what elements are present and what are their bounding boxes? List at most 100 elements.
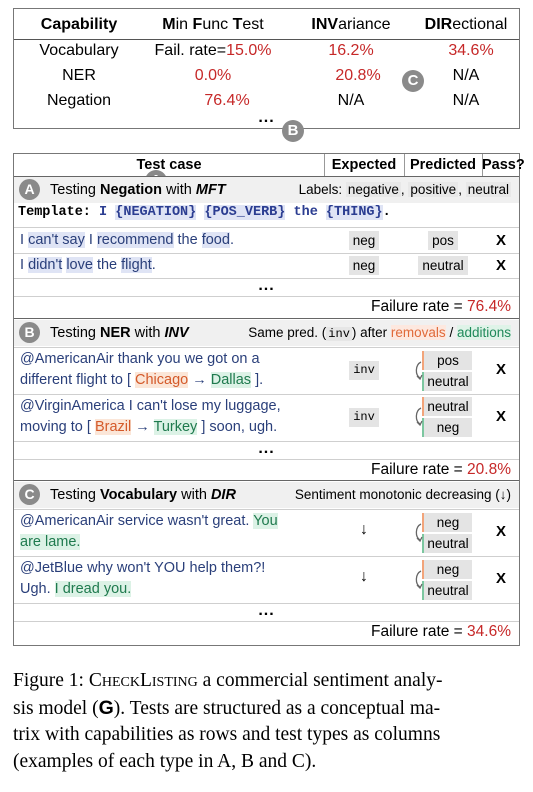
mft-rest-1: in bbox=[175, 16, 193, 33]
matrix-dir-negation: N/A bbox=[452, 92, 480, 109]
after-bar bbox=[422, 372, 425, 391]
row-divider bbox=[14, 459, 519, 460]
template-token: the bbox=[293, 205, 318, 220]
added-entity: Dallas bbox=[210, 372, 252, 388]
expected-cell: inv bbox=[324, 408, 404, 427]
section-c-vocabulary: C Testing Vocabulary with DIR Sentiment … bbox=[14, 482, 519, 645]
matrix-inv-ner: 20.8% bbox=[335, 67, 381, 84]
table-row: @JetBlue why won't YOU help them?! Ugh. I… bbox=[14, 558, 519, 602]
dir-bold: DIR bbox=[424, 16, 453, 33]
arrow: → bbox=[131, 419, 154, 435]
section-c-failure-rate: Failure rate = 34.6% bbox=[371, 623, 511, 641]
matrix-ellipsis: ... bbox=[258, 109, 275, 126]
down-arrow-icon: ↓ bbox=[360, 568, 368, 585]
expected-label: inv bbox=[349, 361, 379, 380]
expected-label: neg bbox=[348, 256, 380, 275]
inv-bold: INV bbox=[311, 16, 339, 33]
header-expected: Expected bbox=[331, 157, 397, 173]
note-inv-tag: inv bbox=[326, 327, 352, 341]
after-bar bbox=[422, 534, 425, 553]
title-capability: Vocabulary bbox=[99, 487, 178, 503]
seg: . bbox=[151, 257, 156, 273]
mft-initial-f: F bbox=[192, 16, 203, 33]
figure-caption: Figure 1: CheckListing a commercial sent… bbox=[13, 668, 525, 775]
seg-filled: food bbox=[201, 232, 230, 248]
template-line: Template: I {NEGATION} {POS_VERB} the {T… bbox=[18, 205, 391, 220]
predicted-cell: neutral bbox=[404, 256, 482, 275]
section-b-note: Same pred. (inv) after removals / additi… bbox=[248, 320, 511, 347]
label-negative: negative bbox=[345, 182, 401, 197]
badge-b-icon: B bbox=[282, 120, 304, 142]
caption-text: a commercial sentiment analy- bbox=[197, 670, 443, 691]
failure-label: Failure rate = bbox=[370, 298, 468, 315]
template-placeholder-pos-verb: {POS_VERB} bbox=[204, 205, 286, 220]
down-arrow-icon: ↓ bbox=[360, 521, 368, 538]
seg-filled: flight bbox=[121, 257, 152, 273]
curved-arrow-icon bbox=[415, 523, 423, 543]
test-sentence: @AmericanAir service wasn't great. You ar… bbox=[20, 511, 338, 553]
failure-value: 20.8% bbox=[467, 461, 511, 478]
table-row: @VirginAmerica I can't lose my luggage, m… bbox=[14, 396, 519, 440]
fail-x-icon: X bbox=[495, 257, 506, 274]
pred-after: neutral bbox=[424, 372, 472, 391]
header-divider bbox=[482, 154, 483, 176]
seg: the bbox=[92, 257, 122, 273]
matrix-dir-ner: N/A bbox=[452, 67, 480, 84]
added-entity: Turkey bbox=[153, 419, 198, 435]
removed-entity: Brazil bbox=[94, 419, 132, 435]
test-case-table: Test case Expected Predicted Pass? A Tes… bbox=[13, 153, 525, 646]
pred-after: neutral bbox=[424, 534, 472, 553]
seg-filled: recommend bbox=[96, 232, 174, 248]
matrix-mft-negation: 76.4% bbox=[204, 92, 250, 109]
added-phrase: I dread you. bbox=[54, 581, 132, 597]
section-c-ellipsis: ... bbox=[258, 602, 275, 619]
section-b-title: Testing NER with INV bbox=[50, 320, 189, 346]
section-rule bbox=[14, 480, 519, 481]
after-bar bbox=[422, 418, 425, 437]
line2-pre: different flight to [ bbox=[20, 372, 135, 388]
line1-pre: @AmericanAir service wasn't great. bbox=[20, 513, 254, 529]
matrix-header-capability: Capability bbox=[40, 16, 118, 33]
predicted-cell: pos bbox=[404, 231, 482, 250]
expected-cell: ↓ bbox=[324, 521, 404, 539]
google-logo-icon: G bbox=[98, 696, 114, 719]
before-bar bbox=[422, 397, 425, 416]
header-divider bbox=[324, 154, 325, 176]
section-b-ellipsis: ... bbox=[258, 440, 275, 457]
failure-label: Failure rate = bbox=[370, 461, 468, 478]
mft-initial-m: M bbox=[162, 16, 176, 33]
table-row: @AmericanAir service wasn't great. You ar… bbox=[14, 511, 519, 555]
badge-a-icon: A bbox=[19, 179, 40, 200]
curved-arrow-icon bbox=[415, 407, 423, 427]
header-pass: Pass? bbox=[482, 157, 525, 173]
label-positive: positive bbox=[408, 182, 459, 197]
fail-x-icon: X bbox=[495, 570, 506, 587]
matrix-cap-ner: NER bbox=[62, 67, 96, 84]
header-divider bbox=[404, 154, 405, 176]
title-mid: with bbox=[177, 487, 211, 503]
sep: , bbox=[400, 182, 409, 197]
curved-arrow-icon bbox=[415, 570, 423, 590]
row-divider bbox=[14, 227, 519, 228]
fail-rate-prefix: Fail. rate= bbox=[154, 42, 227, 59]
dir-rest: ectional bbox=[452, 16, 508, 33]
note-prefix: Labels: bbox=[298, 182, 346, 197]
matrix-inv-vocabulary: 16.2% bbox=[328, 42, 374, 59]
caption-prefix: Figure 1: bbox=[13, 670, 89, 691]
title-prefix: Testing bbox=[50, 182, 100, 198]
section-a-header: A Testing Negation with MFT Labels: nega… bbox=[14, 177, 519, 203]
added-phrase: are lame. bbox=[20, 534, 81, 550]
matrix-header-rule bbox=[14, 39, 519, 40]
matrix-mft-ner: 0.0% bbox=[194, 67, 232, 84]
title-mid: with bbox=[130, 325, 165, 341]
row-divider bbox=[14, 603, 519, 604]
before-bar bbox=[422, 560, 425, 579]
line2-pre: moving to [ bbox=[20, 419, 95, 435]
pred-before: neg bbox=[424, 513, 472, 532]
pred-after: neutral bbox=[424, 581, 472, 600]
sep: , bbox=[458, 182, 466, 197]
seg: I bbox=[84, 232, 97, 248]
expected-label: inv bbox=[349, 408, 379, 427]
seg: the bbox=[173, 232, 202, 248]
section-a-negation: A Testing Negation with MFT Labels: nega… bbox=[14, 177, 519, 319]
